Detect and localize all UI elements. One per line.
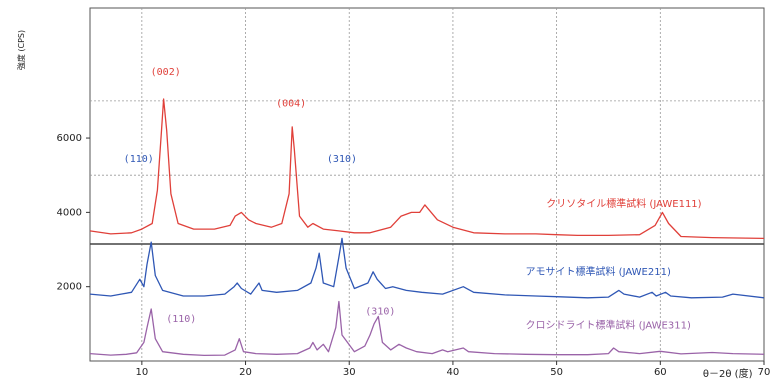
grid (89, 7, 765, 362)
series-group (89, 98, 765, 357)
x-tick-label: 70 (758, 367, 771, 378)
peak-label: (310) (365, 307, 395, 318)
plot-frame (89, 7, 765, 362)
y-tick-label: 4000 (57, 207, 82, 218)
peak-label: (310) (327, 154, 357, 165)
peak-label: (004) (276, 98, 306, 109)
y-axis-label: 強度 (CPS) (16, 30, 26, 70)
series-name-label: クロシドライト標準試料 (JAWE311) (526, 319, 691, 332)
axes: 2000 4000 6000 10 20 30 40 50 60 70 (57, 133, 771, 378)
x-axis-label: θ－2θ (度) (703, 367, 753, 380)
series-name-label: アモサイト標準試料 (JAWE211) (526, 265, 671, 278)
y-tick-label: 6000 (57, 133, 82, 144)
x-tick-label: 40 (447, 367, 460, 378)
series-name-label: クリソタイル標準試料 (JAWE111) (546, 197, 701, 210)
series-line-1 (89, 98, 765, 240)
y-tick-label: 2000 (57, 282, 82, 293)
peak-label: (110) (166, 314, 196, 325)
series-line-3 (89, 300, 765, 357)
peak-label: (110) (124, 154, 154, 165)
x-tick-label: 30 (343, 367, 356, 378)
x-tick-label: 50 (550, 367, 563, 378)
x-tick-label: 10 (135, 367, 148, 378)
x-tick-label: 60 (654, 367, 667, 378)
annotations: (110) (002) (004) (310) (110) (310) クリソタイル標準試料… (124, 67, 702, 332)
series-line-2 (89, 237, 765, 299)
peak-label: (002) (151, 67, 181, 78)
x-tick-label: 20 (239, 367, 252, 378)
